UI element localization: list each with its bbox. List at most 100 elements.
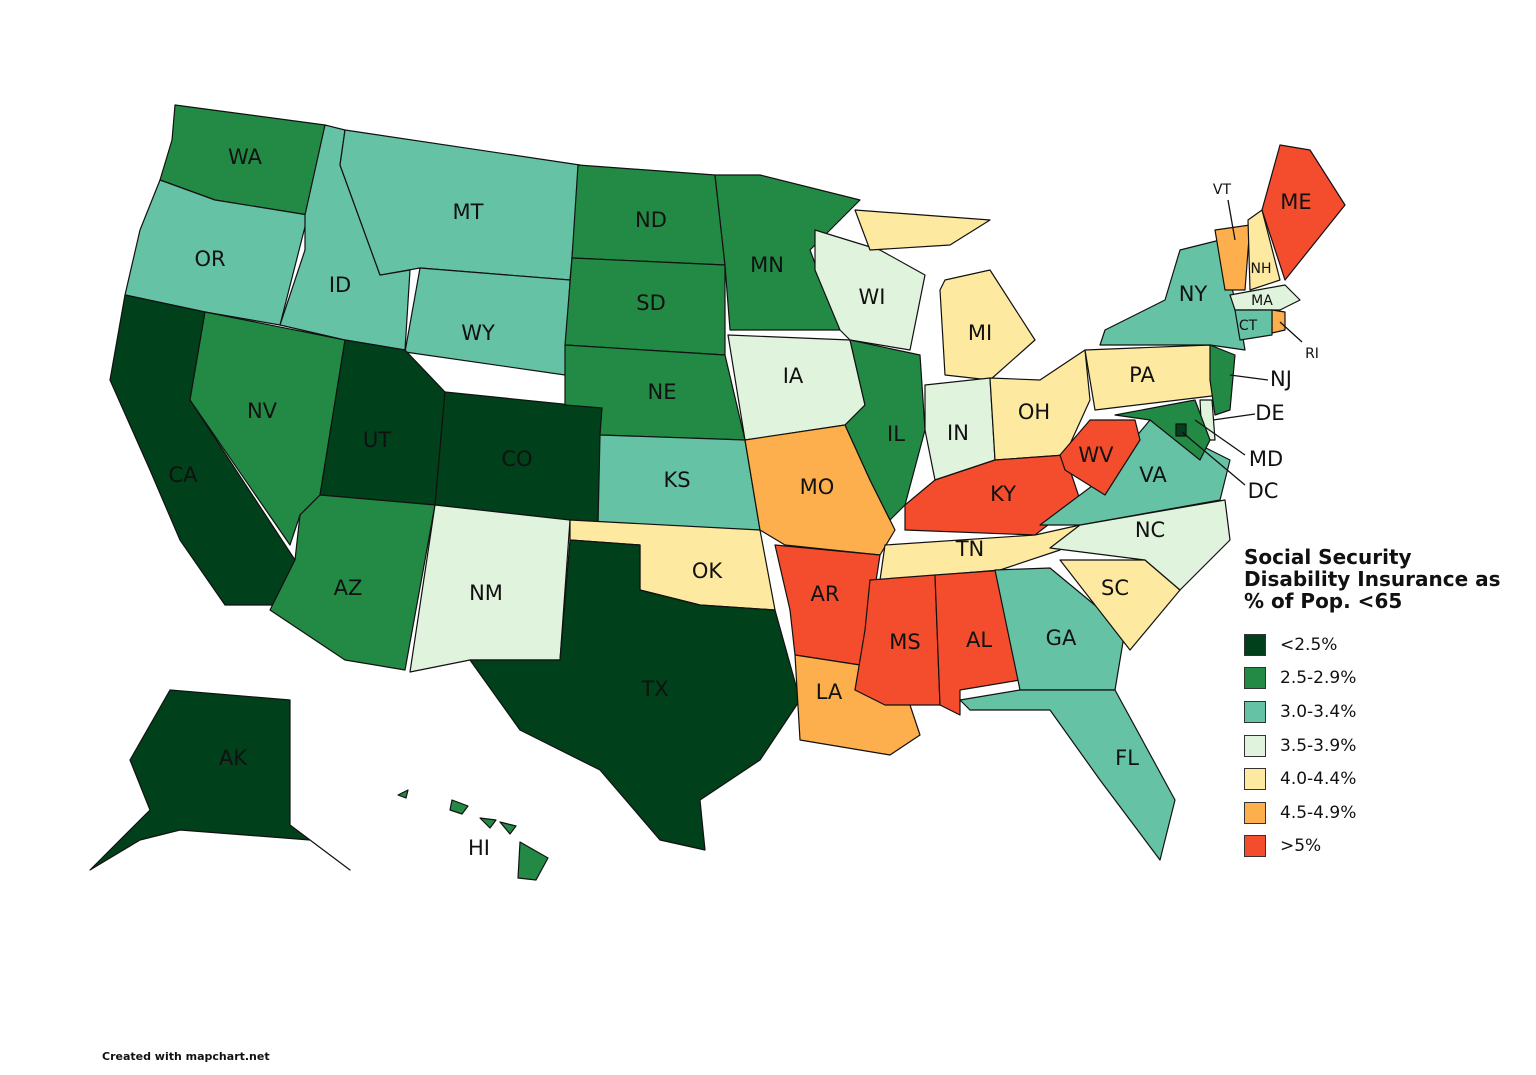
state-label: MS (889, 630, 920, 654)
legend-label: 2.5-2.9% (1280, 668, 1357, 689)
state-label: IN (947, 421, 969, 445)
state-label: UT (363, 428, 391, 452)
legend-swatch (1244, 667, 1266, 690)
state (499, 821, 517, 835)
leader-line (1279, 321, 1303, 343)
state-label: TN (955, 537, 985, 561)
state-label: MI (968, 321, 992, 345)
state (1209, 344, 1236, 416)
legend-swatch (1244, 734, 1266, 757)
state (1234, 309, 1273, 341)
legend-title: Social Security Disability Insurance as … (1244, 545, 1501, 613)
legend-label: 3.0-3.4% (1280, 701, 1357, 722)
legend-swatch (1244, 633, 1266, 656)
state-label: NC (1135, 518, 1165, 542)
state (1229, 284, 1301, 311)
state-label: NE (648, 380, 677, 404)
state (904, 454, 1081, 536)
state-label: OR (194, 247, 225, 271)
state-label: MA (1251, 293, 1273, 309)
legend-item: <2.5% (1244, 628, 1504, 662)
state-label: NY (1179, 282, 1208, 306)
state (124, 179, 309, 326)
state (517, 841, 549, 881)
legend-label: >5% (1280, 836, 1322, 857)
state-label: RI (1305, 346, 1319, 362)
state-label: GA (1046, 626, 1077, 650)
state-label: AR (811, 582, 840, 606)
state-label: KS (663, 468, 690, 492)
legend-swatch (1244, 835, 1266, 858)
state-label: VT (1213, 182, 1232, 198)
state-label: CO (501, 447, 532, 471)
legend-item: 4.0-4.4% (1244, 762, 1504, 796)
state-label: NJ (1270, 367, 1292, 391)
state-label: MD (1249, 447, 1283, 471)
state (1271, 309, 1286, 334)
state-label: KY (990, 482, 1016, 506)
state-label: AL (966, 628, 992, 652)
legend-item: 3.0-3.4% (1244, 695, 1504, 729)
legend-label: 3.5-3.9% (1280, 735, 1357, 756)
leader-line (1194, 419, 1246, 456)
state-label: IL (887, 422, 905, 446)
state (1059, 419, 1141, 496)
state (479, 817, 497, 829)
legend-item: 4.5-4.9% (1244, 796, 1504, 830)
leader-line (1229, 374, 1269, 381)
legend-swatch (1244, 700, 1266, 723)
state-label: SC (1101, 576, 1129, 600)
state-label: MO (800, 475, 835, 499)
state-label: CT (1239, 318, 1258, 334)
state-label: ID (329, 273, 351, 297)
state-label: TX (640, 677, 668, 701)
state-label: WA (228, 145, 263, 169)
state-label: OK (692, 559, 724, 583)
state-label: VA (1139, 463, 1167, 487)
state (844, 339, 926, 521)
state (854, 209, 991, 251)
state-label: MN (750, 253, 784, 277)
state-label: AK (219, 746, 248, 770)
state (1247, 209, 1281, 291)
state-label: DE (1255, 401, 1284, 425)
state (449, 799, 469, 815)
state-label: OH (1018, 400, 1050, 424)
state-label: LA (816, 680, 843, 704)
legend-item: 3.5-3.9% (1244, 729, 1504, 763)
legend-swatch (1244, 768, 1266, 791)
credit: Created with mapchart.net (102, 1050, 270, 1063)
state-label: NV (247, 399, 278, 423)
legend-items: <2.5% 2.5-2.9% 3.0-3.4% 3.5-3.9% 4.0-4.4% 4.5… (1244, 628, 1504, 863)
state-label: FL (1115, 746, 1139, 770)
state (397, 789, 409, 799)
state (89, 689, 351, 871)
legend-item: 2.5-2.9% (1244, 662, 1504, 696)
state (1261, 144, 1346, 281)
state-label: IA (783, 364, 804, 388)
state-label: DC (1248, 479, 1279, 503)
state (469, 539, 801, 851)
legend-swatch (1244, 801, 1266, 824)
state (994, 567, 1126, 691)
legend-item: >5% (1244, 830, 1504, 864)
state-label: NM (469, 581, 503, 605)
state-label: ND (635, 208, 667, 232)
state-label: HI (468, 836, 490, 860)
state-label: SD (636, 291, 666, 315)
state-label: NH (1251, 261, 1272, 277)
legend: Social Security Disability Insurance as … (1244, 546, 1504, 863)
state-label: WV (1078, 443, 1114, 467)
state (959, 689, 1176, 861)
state (1214, 224, 1251, 291)
state (1114, 399, 1211, 461)
state (269, 494, 436, 671)
leader-line (1227, 199, 1236, 241)
state-label: WY (461, 321, 495, 345)
state-label: WI (859, 285, 886, 309)
legend-label: 4.0-4.4% (1280, 769, 1357, 790)
state-label: PA (1129, 363, 1155, 387)
state-label: AZ (334, 576, 363, 600)
leader-line (1212, 413, 1256, 421)
